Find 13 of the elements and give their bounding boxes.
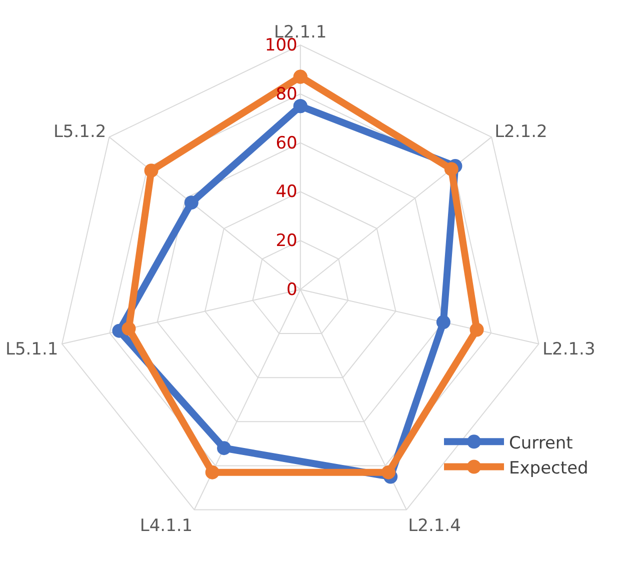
spoke-label: L2.1.3	[542, 339, 596, 360]
spoke-label: L2.1.2	[494, 122, 548, 142]
y-tick-label: 0	[286, 280, 298, 300]
legend-label: Expected	[509, 458, 588, 478]
spoke-label: L2.1.4	[408, 516, 461, 536]
y-tick-label: 40	[276, 182, 298, 202]
spoke-label: L5.1.2	[53, 122, 106, 142]
legend-label: Current	[509, 433, 574, 454]
y-tick-label: 20	[276, 231, 298, 252]
spoke-label: L4.1.1	[140, 516, 193, 536]
y-tick-label: 60	[276, 133, 298, 154]
y-tick-label: 80	[276, 84, 298, 104]
spoke-label: L5.1.1	[5, 339, 58, 360]
